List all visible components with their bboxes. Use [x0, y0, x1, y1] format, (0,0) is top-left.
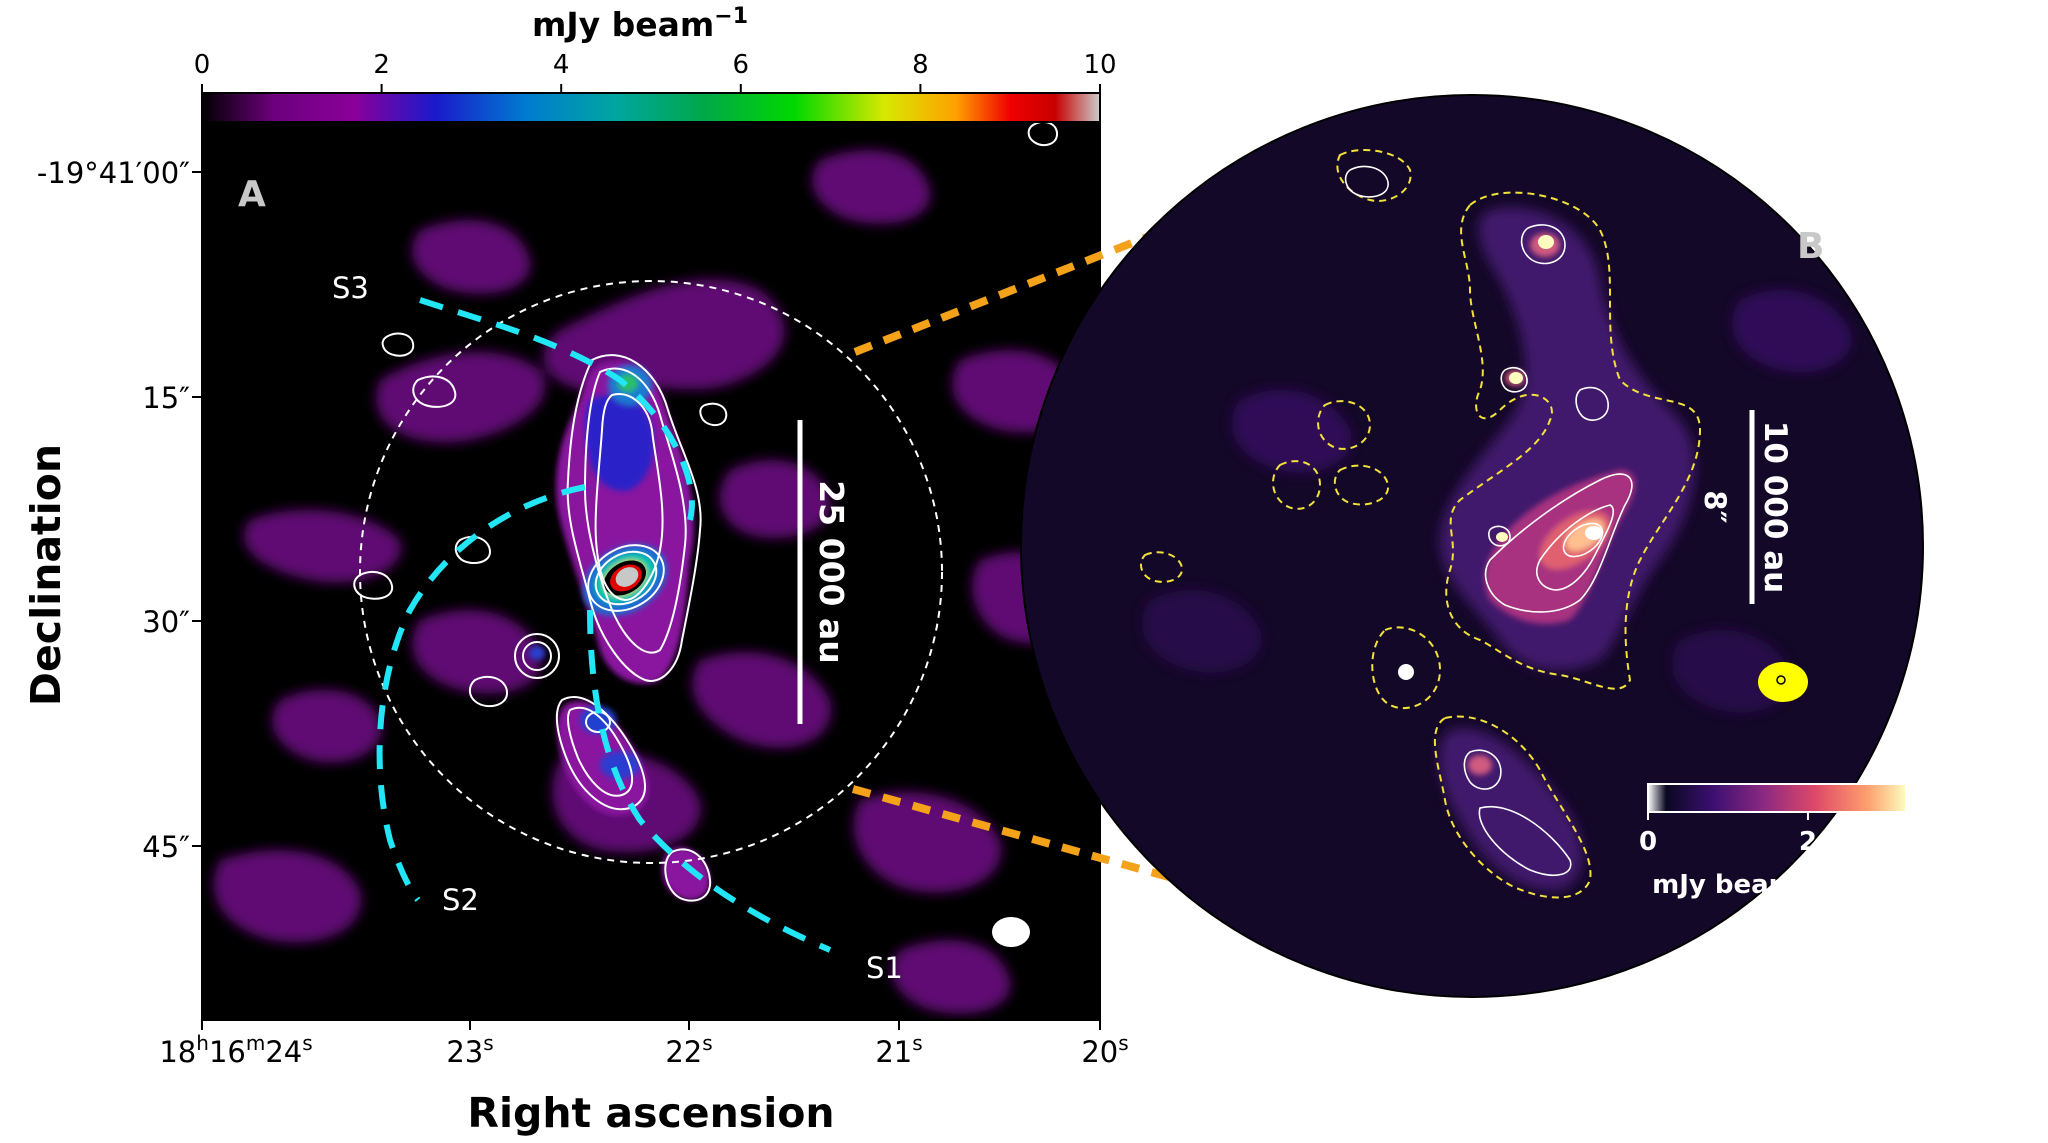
colorbar-b-tick-label: 0: [1639, 827, 1657, 857]
beam-a: [992, 917, 1030, 947]
dec-tick-labels: -19°41′00″ 15″ 30″ 45″: [37, 156, 190, 864]
panel-a-image: [202, 122, 1100, 1020]
streamer-s1-arc: [587, 609, 832, 953]
streamer-s1-label: S1: [866, 951, 903, 985]
streamer-s2-label: S2: [442, 883, 479, 917]
colorbar-a-label: mJy beam−1: [532, 4, 748, 44]
streamer-s2-arc: [376, 484, 586, 902]
colorbar-b-label: mJy beam−1: [1652, 868, 1822, 900]
x-axis-label: Right ascension: [467, 1089, 834, 1137]
y-axis-label: Declination: [22, 444, 70, 706]
colorbar-a-tick-label: 6: [733, 50, 750, 80]
ra-tick-0: 18h16m24s: [159, 1031, 312, 1069]
zoom-line-lower: [851, 785, 1307, 919]
dec-tick-3: 45″: [142, 830, 190, 864]
colorbar-a-tick-label: 4: [553, 50, 570, 80]
ra-tick-4: 20s: [1081, 1031, 1128, 1069]
zoom-line-upper: [853, 176, 1294, 356]
colorbar-b-tick-label: 5: [1871, 827, 1889, 857]
colorbar-b-tick-label: 2: [1799, 827, 1817, 857]
streamer-arcs: [376, 297, 832, 953]
panel-b-label: B: [1797, 226, 1824, 267]
colorbar-b: 0 2 5 mJy beam−1: [1639, 783, 1907, 900]
colorbar-a-tick-label: 8: [912, 50, 929, 80]
colorbar-b-bar: [1647, 783, 1907, 813]
colorbar-a-tick-label: 2: [373, 50, 390, 80]
ra-tick-2: 22s: [665, 1031, 712, 1069]
colorbar-b-ticks: 0 2 5: [1639, 812, 1889, 857]
panel-a-label: A: [238, 174, 266, 215]
streamer-s3-arc: [419, 297, 695, 521]
streamer-s3-label: S3: [332, 271, 369, 305]
panel-a: mJy beam−1 0 2 4 6 8 10: [22, 4, 1129, 1137]
dec-tick-2: 30″: [142, 605, 190, 639]
dec-tick-0: -19°41′00″: [37, 156, 190, 190]
scalebar-b-label: 10 000 au: [1757, 421, 1793, 593]
beam-b: [1758, 662, 1808, 702]
panel-b-image: [1021, 95, 1923, 997]
colorbar-a-ticks: 0 2 4 6 8 10: [194, 50, 1117, 93]
ra-tick-1: 23s: [446, 1031, 493, 1069]
ra-tick-labels: 18h16m24s 23s 22s 21s 20s: [159, 1031, 1128, 1069]
colorbar-a-tick-label: 10: [1083, 50, 1116, 80]
panel-b: B 10 000 au 8″ 0 2 5 mJy beam−1: [1020, 94, 1924, 998]
scalebar-b-angle: 8″: [1698, 490, 1732, 523]
zoom-connectors: [851, 176, 1307, 919]
panel-b-frame: [1020, 94, 1924, 998]
colorbar-a-tick-label: 0: [194, 50, 211, 80]
panel-a-axis-ticks: [192, 171, 1101, 1030]
colorbar-a: mJy beam−1 0 2 4 6 8 10: [194, 4, 1117, 124]
colorbar-a-bar: [201, 92, 1101, 124]
ra-tick-3: 21s: [875, 1031, 922, 1069]
scalebar-a-label: 25 000 au: [812, 480, 851, 664]
dec-tick-1: 15″: [142, 381, 190, 415]
